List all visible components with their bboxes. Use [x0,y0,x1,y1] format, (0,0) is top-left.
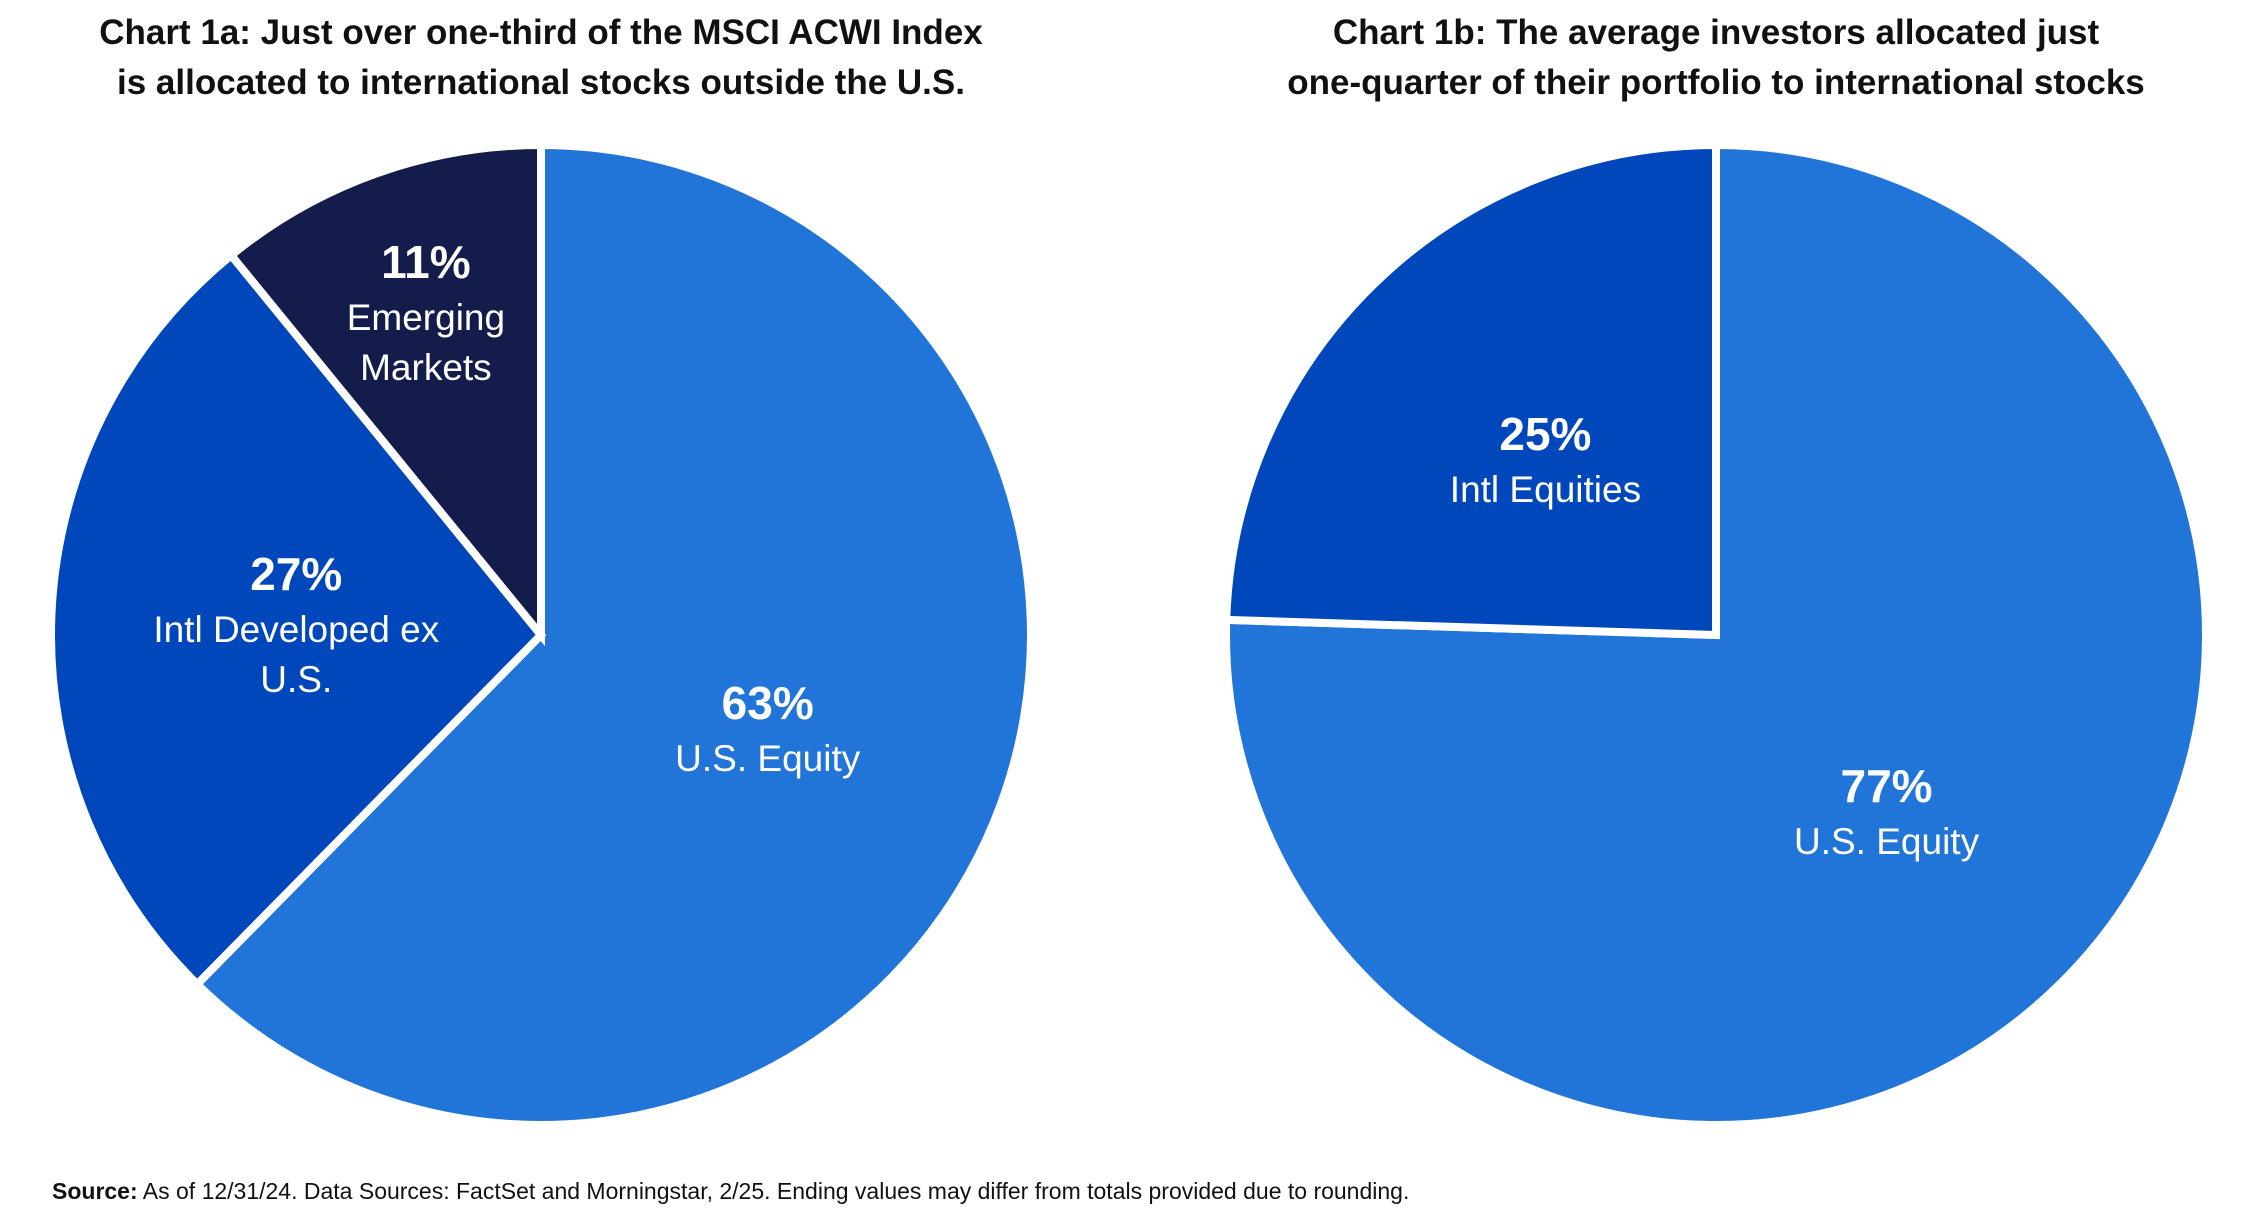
footer: Source: As of 12/31/24. Data Sources: Fa… [52,1178,1409,1205]
value-label: 25% [1499,408,1592,461]
chart-title-line: one-quarter of their portfolio to intern… [1287,63,2145,102]
pie-slice [225,140,545,647]
slice-label: 77% U.S. Equity [1737,755,2037,867]
category-label: U.S. Equity [675,737,861,779]
chart-title: Chart 1b: The average investors allocate… [1166,8,2250,108]
value-label: 27% [250,547,343,600]
value-label: 11% [381,235,471,288]
value-label: 63% [721,676,814,729]
category-label: Emerging Markets [346,296,506,388]
chart-title-line: Chart 1b: The average investors allocate… [1332,13,2100,52]
footer-label: Source: [52,1178,138,1204]
category-label: Intl Equities [1449,469,1642,511]
slice-label: 27% Intl Developed ex U.S. [146,543,446,705]
chart-title-line: is allocated to international stocks out… [117,63,965,102]
chart-title: Chart 1a: Just over one-third of the MSC… [0,8,1091,108]
value-label: 77% [1840,759,1933,812]
category-label: U.S. Equity [1794,820,1980,862]
slice-label: 25% Intl Equities [1395,403,1695,515]
slice-label: 63% U.S. Equity [618,672,918,784]
pie-slice [1222,140,1720,640]
chart-title-line: Chart 1a: Just over one-third of the MSC… [99,13,983,52]
pie-slice [1222,140,2210,1129]
footer-text: As of 12/31/24. Data Sources: FactSet an… [142,1178,1410,1204]
category-label: Intl Developed ex U.S. [153,608,440,700]
slice-label: 11% Emerging Markets [276,231,576,393]
pie-slice [47,249,547,990]
pie-slice [191,140,1035,1129]
